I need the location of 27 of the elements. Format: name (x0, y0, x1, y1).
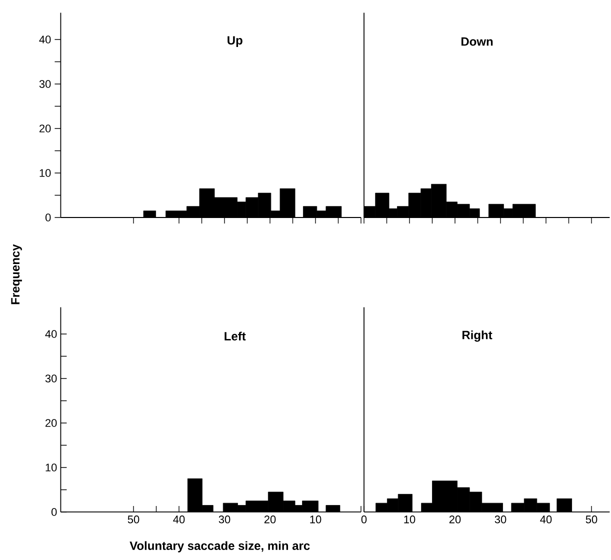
x-tick-label: 10 (310, 516, 322, 524)
text: Left (224, 332, 246, 340)
y-tick-label: 10 (46, 464, 57, 472)
x-tick-label: 50 (586, 516, 598, 524)
y-tick-label: 0 (45, 214, 51, 222)
y-tick-label: 0 (51, 508, 57, 516)
text: Down (461, 37, 493, 46)
y-tick-label: 10 (40, 169, 51, 177)
y-tick-label: 30 (39, 80, 51, 88)
x-tick-label: 40 (540, 516, 552, 524)
y-tick-label: 30 (45, 374, 57, 382)
x-tick-label: 50 (128, 516, 140, 524)
x-tick-label: 30 (218, 516, 230, 524)
y-tick-label: 20 (45, 419, 57, 427)
text: Right (462, 330, 492, 342)
x-tick-label: 40 (173, 516, 185, 524)
y-axis-title: Frequency (11, 244, 22, 304)
x-tick-label: 20 (264, 516, 276, 524)
x-axis-title: Voluntary saccade size, min arc (130, 541, 310, 552)
y-tick-label: 40 (45, 330, 57, 338)
x-tick-label: 0 (361, 516, 367, 524)
x-tick-label: 20 (449, 516, 461, 524)
x-tick-label: 10 (404, 516, 416, 524)
text: Up (228, 36, 242, 47)
x-tick-label: 30 (494, 516, 506, 524)
y-tick-label: 20 (39, 124, 51, 132)
y-tick-label: 40 (39, 36, 51, 44)
